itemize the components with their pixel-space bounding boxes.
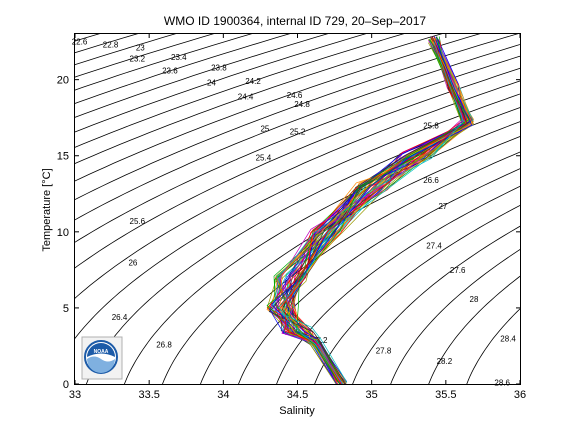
profile-line	[287, 43, 472, 381]
x-tick-label: 35.5	[435, 389, 456, 401]
profile-lines	[267, 36, 474, 387]
profile-line	[286, 41, 467, 386]
isopycnal-label: 27.4	[426, 242, 442, 251]
y-tick-label: 0	[63, 379, 69, 391]
isopycnal-line	[0, 4, 395, 400]
isopycnal-label: 25.2	[290, 127, 306, 136]
isopycnal-label: 25	[260, 124, 269, 133]
y-axis-label: Temperature [°C]	[41, 168, 53, 251]
x-tick-label: 34	[217, 389, 229, 401]
isopycnal-label: 25.6	[130, 217, 146, 226]
isopycnal-label: 26.8	[156, 340, 172, 349]
isopycnal-label: 28	[470, 295, 479, 304]
isopycnal-label: 23.4	[171, 53, 187, 62]
x-tick-label: 35	[366, 389, 378, 401]
isopycnal-line	[234, 4, 576, 400]
x-tick-label: 33.5	[138, 389, 159, 401]
noaa-logo: NOAA	[82, 337, 122, 379]
isopycnal-label: 26.6	[423, 176, 439, 185]
isopycnal-line	[0, 4, 15, 400]
isopycnal-label: 25.4	[256, 153, 272, 162]
x-tick-label: 33	[69, 389, 81, 401]
x-axis-label: Salinity	[279, 405, 315, 417]
isopycnal-label: 27	[438, 202, 447, 211]
isopycnal-label: 24.4	[238, 92, 254, 101]
y-axis-ticks: 0 5 10 15 20	[57, 75, 520, 391]
x-tick-label: 34.5	[287, 389, 308, 401]
isopycnal-label: 24	[207, 79, 216, 88]
isopycnal-label: 22.8	[103, 41, 119, 50]
isopycnal-label: 23	[136, 44, 145, 53]
y-tick-label: 20	[57, 75, 69, 87]
profile-line	[297, 39, 469, 384]
isopycnal-label: 23.2	[130, 54, 146, 63]
isopycnal-label: 26	[128, 258, 137, 267]
isopycnal-line	[462, 4, 576, 400]
isopycnal-label: 26.4	[112, 313, 128, 322]
isopycnal-line	[0, 4, 472, 400]
x-tick-label: 36	[514, 389, 526, 401]
isopycnal-label: 27.8	[376, 347, 392, 356]
isopycnal-label: 27.6	[450, 266, 466, 275]
isopycnal-label: 25.8	[423, 121, 439, 130]
isopycnal-label: 24.6	[287, 91, 303, 100]
profile-line	[292, 40, 473, 385]
y-tick-label: 10	[57, 227, 69, 239]
y-tick-label: 15	[57, 151, 69, 163]
isopycnal-line	[0, 4, 510, 400]
isopycnal-label: 28.2	[437, 357, 453, 366]
logo-text: NOAA	[94, 349, 109, 355]
profile-line	[284, 43, 469, 380]
isopycnal-label: 24.8	[294, 100, 310, 109]
isopycnal-label: 23.6	[162, 67, 178, 76]
isopycnal-label: 28.4	[500, 334, 516, 343]
isopycnal-label: 28.6	[494, 379, 510, 388]
isopycnal-label: 23.8	[211, 64, 227, 73]
chart-title: WMO ID 1900364, internal ID 729, 20–Sep–…	[164, 14, 426, 28]
isopycnal-label: 24.2	[245, 77, 261, 86]
y-tick-label: 5	[63, 303, 69, 315]
